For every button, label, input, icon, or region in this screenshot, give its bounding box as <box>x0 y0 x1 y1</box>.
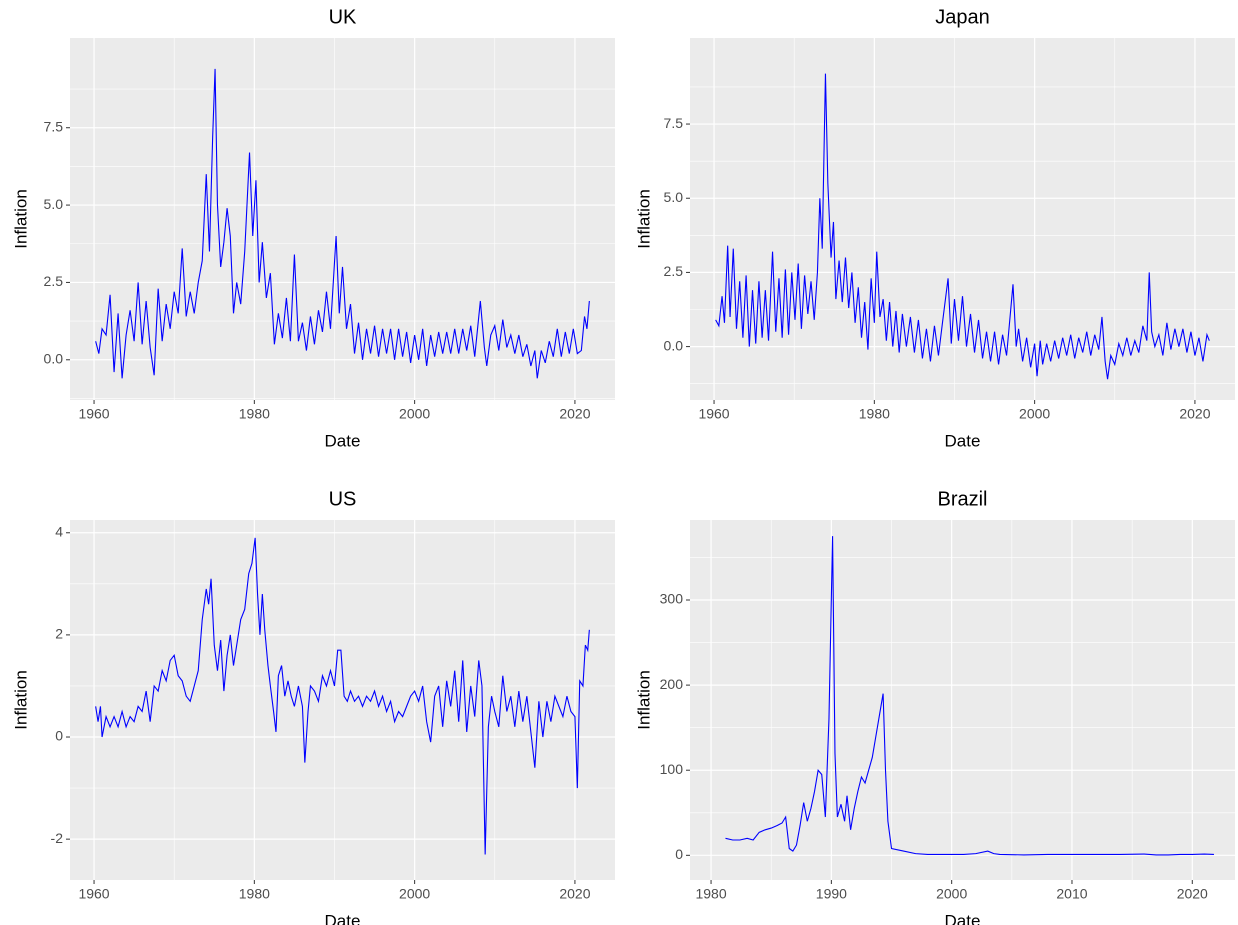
y-tick-label: 7.5 <box>664 115 684 131</box>
y-tick-label: 2.5 <box>664 263 684 279</box>
x-tick-label: 1980 <box>695 886 726 902</box>
y-tick-label: 5.0 <box>44 196 64 212</box>
y-tick-label: 2.5 <box>44 273 64 289</box>
x-axis-label: Date <box>325 911 361 925</box>
data-line <box>95 68 590 379</box>
y-tick-label: -2 <box>51 830 64 846</box>
y-tick-label: 2 <box>55 626 63 642</box>
x-axis-label: Date <box>945 431 981 450</box>
x-tick-label: 1960 <box>78 406 109 422</box>
chart-title: Brazil <box>937 488 987 510</box>
y-tick-label: 7.5 <box>44 118 64 134</box>
x-tick-label: 2000 <box>399 406 430 422</box>
data-line <box>95 537 590 855</box>
y-tick-label: 4 <box>55 523 63 539</box>
x-tick-label: 2000 <box>936 886 967 902</box>
y-axis-label: Inflation <box>634 670 653 730</box>
x-tick-label: 2020 <box>559 886 590 902</box>
y-tick-label: 5.0 <box>664 189 684 205</box>
x-tick-label: 1960 <box>698 406 729 422</box>
y-tick-label: 300 <box>660 591 684 607</box>
x-tick-label: 1980 <box>239 406 270 422</box>
x-tick-label: 1980 <box>239 886 270 902</box>
data-line <box>715 73 1210 380</box>
chart-title: US <box>329 488 357 510</box>
data-line <box>725 536 1214 856</box>
x-tick-label: 2010 <box>1056 886 1087 902</box>
plot-panel <box>70 38 615 400</box>
x-tick-label: 1960 <box>78 886 109 902</box>
y-tick-label: 0.0 <box>44 350 64 366</box>
y-axis-label: Inflation <box>11 189 30 249</box>
x-tick-label: 2000 <box>1019 406 1050 422</box>
y-axis-label: Inflation <box>11 670 30 730</box>
y-tick-label: 0 <box>675 846 683 862</box>
chart-title: Japan <box>935 6 990 28</box>
plot-panel <box>690 38 1235 400</box>
y-tick-label: 0 <box>55 728 63 744</box>
y-tick-label: 100 <box>660 761 684 777</box>
x-tick-label: 2020 <box>1177 886 1208 902</box>
x-axis-label: Date <box>945 911 981 925</box>
x-tick-label: 2020 <box>559 406 590 422</box>
x-tick-label: 1990 <box>816 886 847 902</box>
x-tick-label: 2020 <box>1179 406 1210 422</box>
chart-title: UK <box>329 6 357 28</box>
x-tick-label: 1980 <box>859 406 890 422</box>
y-axis-label: Inflation <box>634 189 653 249</box>
plot-panel <box>70 520 615 880</box>
plot-panel <box>690 520 1235 880</box>
x-tick-label: 2000 <box>399 886 430 902</box>
y-tick-label: 0.0 <box>664 337 684 353</box>
x-axis-label: Date <box>325 431 361 450</box>
y-tick-label: 200 <box>660 676 684 692</box>
